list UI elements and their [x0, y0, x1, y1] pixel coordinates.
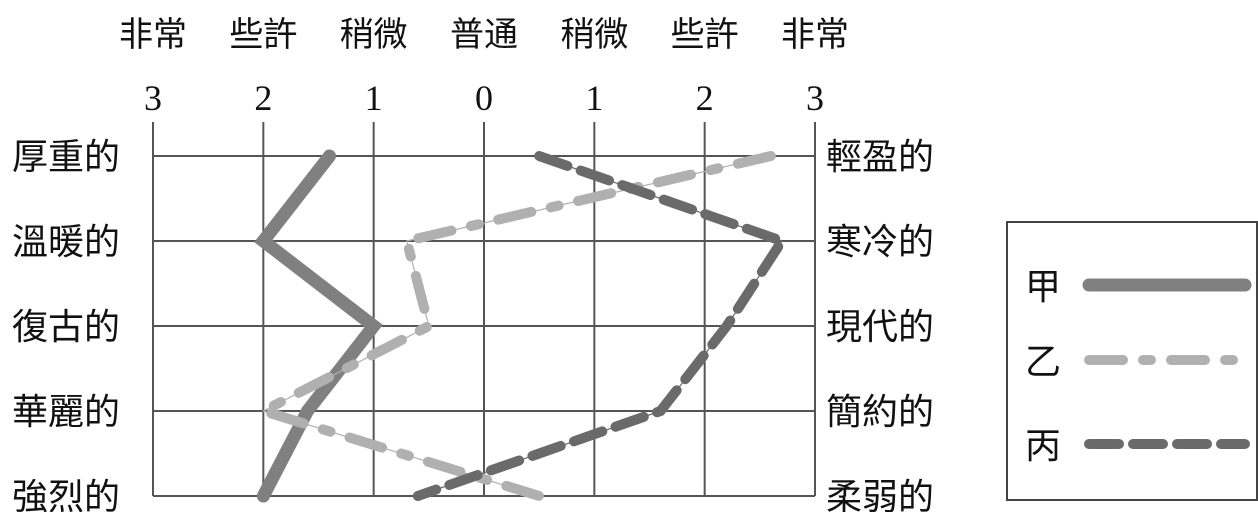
top-scale-label: 非常: [781, 15, 849, 55]
series-lines: [250, 149, 790, 503]
legend-label: 丙: [1025, 426, 1061, 467]
right-adjective-label: 現代的: [826, 307, 934, 348]
left-adjective-label: 復古的: [12, 307, 120, 348]
top-scale-label: 些許: [229, 15, 297, 55]
top-scale-label: 普通: [450, 15, 518, 55]
x-tick-label: 1: [365, 78, 383, 118]
legend: 甲乙丙: [1006, 221, 1258, 501]
right-adjective-label: 簡約的: [826, 392, 934, 433]
x-tick-label: 3: [806, 78, 824, 118]
top-scale-label: 稍微: [340, 15, 408, 55]
left-adjective-label: 溫暖的: [12, 222, 120, 263]
x-tick-label: 1: [585, 78, 603, 118]
x-tick-label: 2: [254, 78, 272, 118]
right-adjective-label: 柔弱的: [826, 477, 934, 512]
right-adjective-label: 輕盈的: [826, 137, 934, 178]
x-tick-label: 2: [696, 78, 714, 118]
x-tick-label: 0: [475, 78, 493, 118]
right-adjective-label: 寒冷的: [826, 222, 934, 263]
legend-label: 乙: [1025, 342, 1061, 383]
legend-label: 甲: [1025, 267, 1061, 308]
left-adjective-label: 華麗的: [12, 392, 120, 433]
left-adjective-label: 強烈的: [12, 477, 120, 512]
x-tick-label: 3: [144, 78, 162, 118]
left-adjective-label: 厚重的: [12, 137, 120, 178]
chart-grid: [152, 122, 816, 497]
top-scale-label: 稍微: [560, 15, 628, 55]
legend-box: [1006, 221, 1258, 501]
top-scale-label: 非常: [119, 15, 187, 55]
top-scale-label: 些許: [671, 15, 739, 55]
